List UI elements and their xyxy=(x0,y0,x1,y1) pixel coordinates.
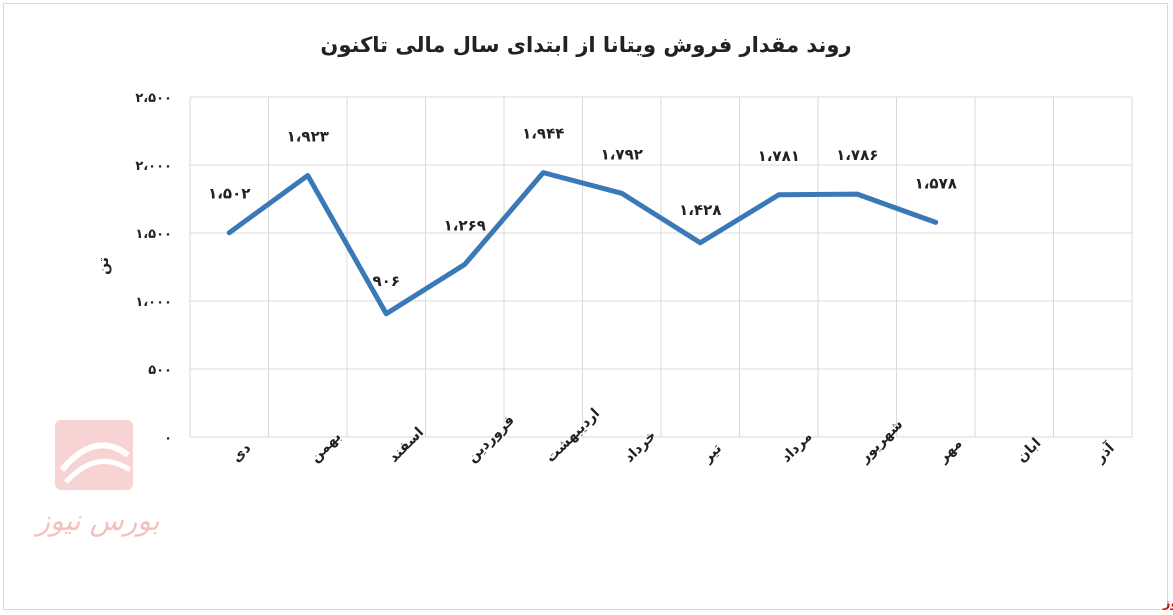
data-label: ۱،۵۷۸ xyxy=(915,174,957,192)
data-label: ۱،۷۹۲ xyxy=(601,145,643,163)
x-tick-label: تیر xyxy=(699,441,725,467)
logo-swoosh-1 xyxy=(59,442,130,472)
footer-source: بورس نیوز xyxy=(1162,596,1173,611)
y-tick-label: ۲،۰۰۰ xyxy=(135,159,172,174)
watermark-logo: بورس نیوز xyxy=(33,420,160,537)
data-label: ۱،۵۰۲ xyxy=(208,185,250,203)
x-tick-label: مرداد xyxy=(778,429,815,466)
data-label: ۱،۷۸۶ xyxy=(836,146,878,164)
x-tick-label: آذر xyxy=(1090,438,1118,466)
x-tick-label: اردیبهشت xyxy=(543,405,603,465)
x-tick-label: مهر xyxy=(935,436,966,467)
y-tick-label: ۵۰۰ xyxy=(148,363,172,378)
data-label: ۱،۷۸۱ xyxy=(758,147,800,165)
y-axis-label: تن xyxy=(96,257,112,275)
data-label: ۹۰۶ xyxy=(373,272,400,290)
data-label: ۱،۴۲۸ xyxy=(679,201,721,219)
y-tick-label: ۰ xyxy=(164,431,172,446)
x-tick-labels: دی بهمن اسفند فروردین اردیبهشت خرداد تیر مرداد ش… xyxy=(229,405,1119,466)
logo-swoosh-2 xyxy=(64,459,132,484)
x-tick-label: بهمن xyxy=(307,429,344,466)
series-line-layer xyxy=(226,170,939,317)
grid-layer xyxy=(189,96,1133,438)
x-tick-label: خرداد xyxy=(621,428,659,466)
x-tick-label: ابان xyxy=(1014,435,1045,466)
x-tick-label: شهریور xyxy=(856,416,906,466)
y-tick-label: ۱،۵۰۰ xyxy=(135,227,172,242)
y-tick-label: ۲،۵۰۰ xyxy=(135,91,172,106)
y-tick-label: ۱،۰۰۰ xyxy=(135,295,172,310)
x-tick-label: فروردین xyxy=(464,412,518,466)
chart-frame xyxy=(3,3,1168,610)
data-label: ۱،۹۴۴ xyxy=(522,125,564,143)
watermark-text: بورس نیوز xyxy=(33,504,159,537)
y-tick-labels: ۰ ۵۰۰ ۱،۰۰۰ ۱،۵۰۰ ۲،۰۰۰ ۲،۵۰۰ xyxy=(135,91,172,446)
data-label: ۱،۹۲۳ xyxy=(287,127,329,145)
x-tick-label: دی xyxy=(229,440,254,465)
chart-title: روند مقدار فروش ویتانا از ابتدای سال مال… xyxy=(320,33,851,57)
x-tick-label: اسفند xyxy=(386,424,427,465)
series-line xyxy=(226,170,939,317)
data-labels: ۱،۵۰۲ ۱،۹۲۳ ۹۰۶ ۱،۲۶۹ ۱،۹۴۴ ۱،۷۹۲ ۱،۴۲۸ ۱،۷۸۱ ۱،… xyxy=(208,125,957,290)
data-label: ۱،۲۶۹ xyxy=(444,216,486,234)
